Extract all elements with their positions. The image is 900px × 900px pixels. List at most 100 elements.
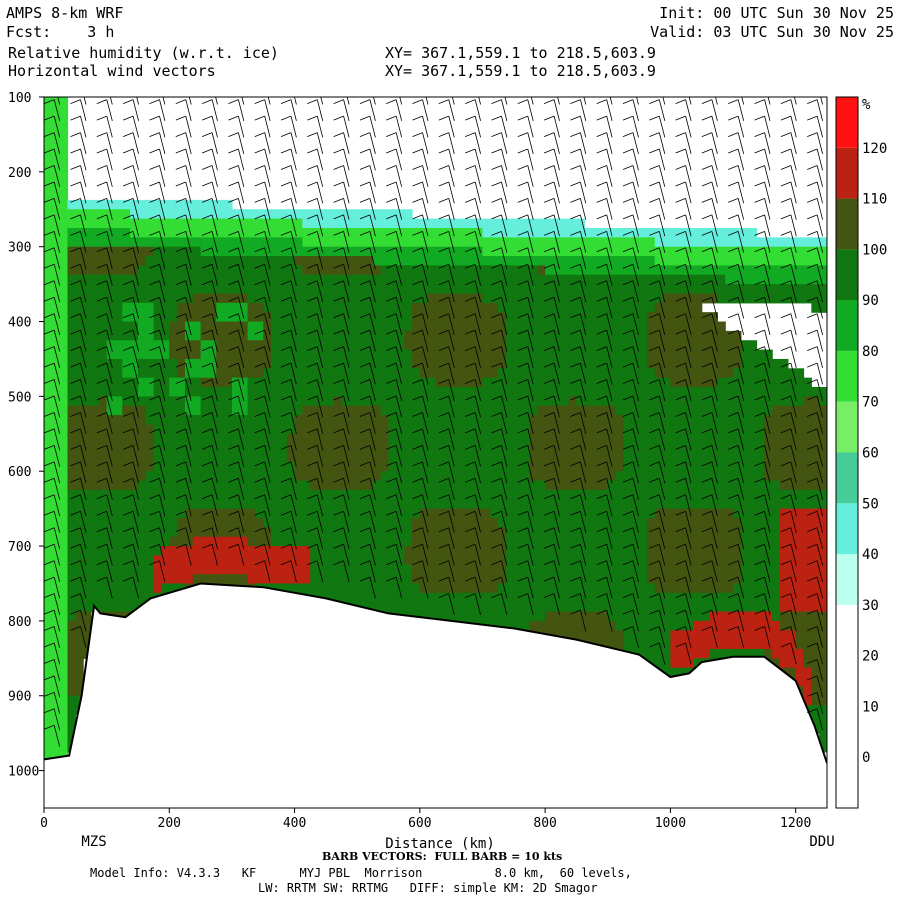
rh-cell xyxy=(271,564,280,575)
rh-cell xyxy=(239,302,249,313)
rh-cell xyxy=(357,237,366,248)
rh-cell xyxy=(646,246,656,257)
rh-cell xyxy=(552,592,562,603)
rh-cell xyxy=(545,480,554,491)
rh-cell xyxy=(639,564,648,575)
rh-cell xyxy=(482,527,491,538)
rh-cell xyxy=(725,443,734,454)
barb-flag xyxy=(96,148,107,154)
rh-cell xyxy=(216,330,225,341)
rh-cell xyxy=(271,443,280,454)
wind-barb xyxy=(175,99,192,121)
rh-cell xyxy=(670,274,679,285)
rh-cell xyxy=(278,218,288,229)
rh-cell xyxy=(380,583,390,594)
rh-cell xyxy=(505,405,515,416)
rh-cell xyxy=(365,265,374,276)
rh-cell xyxy=(803,695,812,706)
rh-cell xyxy=(145,564,155,575)
rh-cell xyxy=(145,387,155,397)
rh-cell xyxy=(388,489,397,500)
rh-cell xyxy=(474,237,484,248)
rh-cell xyxy=(686,433,695,444)
rh-cell xyxy=(670,480,679,491)
rh-cell xyxy=(83,433,92,444)
barb-staff xyxy=(159,165,166,187)
rh-cell xyxy=(576,265,585,276)
rh-cell xyxy=(639,639,648,650)
rh-cell xyxy=(169,443,178,454)
rh-cell xyxy=(247,424,257,435)
rh-cell xyxy=(90,536,100,547)
rh-cell xyxy=(333,358,343,369)
rh-cell xyxy=(599,508,609,519)
rh-cell xyxy=(560,461,570,472)
rh-cell xyxy=(466,387,476,397)
rh-cell xyxy=(341,227,350,238)
rh-cell xyxy=(224,489,233,500)
rh-cell xyxy=(44,723,53,734)
rh-cell xyxy=(787,658,797,669)
rh-cell xyxy=(560,227,570,238)
rh-cell xyxy=(552,284,562,295)
rh-cell xyxy=(44,527,53,538)
rh-cell xyxy=(200,227,210,238)
rh-cell xyxy=(787,517,797,528)
rh-cell xyxy=(341,424,350,435)
rh-cell xyxy=(435,358,444,369)
rh-cell xyxy=(278,321,288,332)
rh-cell xyxy=(599,396,609,407)
rh-cell xyxy=(388,527,397,538)
rh-cell xyxy=(380,499,390,510)
barb-flag xyxy=(96,461,107,467)
barb-staff xyxy=(132,181,139,204)
rh-cell xyxy=(748,517,758,528)
rh-cell xyxy=(733,358,742,369)
rh-cell xyxy=(302,302,311,313)
rh-cell xyxy=(560,265,570,276)
rh-cell xyxy=(639,433,648,444)
rh-cell xyxy=(458,508,468,519)
barb-staff xyxy=(159,247,166,270)
rh-cell xyxy=(545,274,554,285)
rh-cell xyxy=(372,256,382,266)
rh-cell xyxy=(59,714,69,725)
rh-cell xyxy=(318,433,327,444)
rh-cell xyxy=(607,564,617,575)
rh-cell xyxy=(341,237,350,248)
rh-cell xyxy=(341,368,350,379)
rh-cell xyxy=(130,368,139,379)
rh-cell xyxy=(380,424,390,435)
rh-cell xyxy=(192,349,202,360)
rh-cell xyxy=(458,564,468,575)
rh-cell xyxy=(537,218,546,229)
rh-cell xyxy=(639,517,648,528)
rh-cell xyxy=(271,574,280,585)
rh-cell xyxy=(733,433,742,444)
rh-cell xyxy=(451,611,460,622)
rh-cell xyxy=(693,602,703,613)
rh-cell xyxy=(646,424,656,435)
rh-cell xyxy=(224,274,233,285)
rh-cell xyxy=(482,461,491,472)
rh-cell xyxy=(325,209,335,220)
rh-cell xyxy=(380,433,390,444)
rh-cell xyxy=(145,199,155,210)
wind-barb xyxy=(44,510,61,533)
rh-cell xyxy=(725,433,734,444)
rh-cell xyxy=(224,461,233,472)
rh-cell xyxy=(294,527,303,538)
rh-cell xyxy=(717,564,726,575)
rh-cell xyxy=(787,564,797,575)
rh-cell xyxy=(294,330,303,341)
rh-cell xyxy=(263,546,272,557)
rh-cell xyxy=(271,293,280,304)
rh-cell xyxy=(701,340,711,351)
rh-cell xyxy=(772,284,781,295)
wind-barb xyxy=(122,329,139,352)
rh-cell xyxy=(772,461,781,472)
rh-cell xyxy=(67,695,76,706)
rh-cell xyxy=(98,461,108,472)
rh-cell xyxy=(772,517,781,528)
rh-cell xyxy=(153,527,163,538)
